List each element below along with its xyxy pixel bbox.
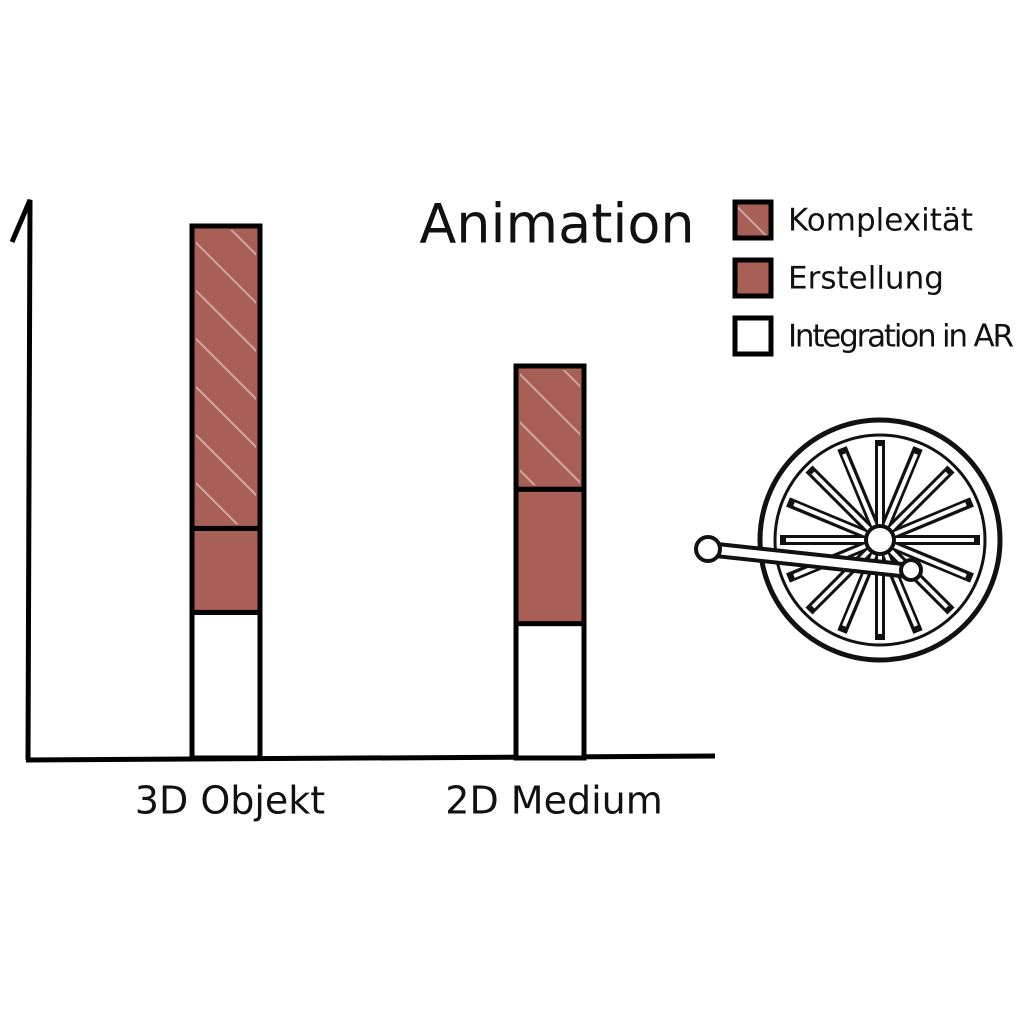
y-axis: [9, 199, 33, 761]
x-axis: [25, 753, 716, 763]
bar-segment: [189, 609, 263, 761]
x-tick-label: 2D Medium: [445, 779, 662, 823]
bar-segment: [513, 621, 587, 761]
bar-hatch: [196, 230, 256, 525]
axes: [9, 199, 716, 763]
bar-segment: [513, 486, 587, 627]
legend-hatch: [738, 205, 768, 235]
legend-label: Komplexität: [788, 203, 973, 239]
legend-swatch: [732, 315, 774, 357]
legend-label: Integration in AR: [788, 319, 1014, 355]
legend-label: Erstellung: [788, 261, 944, 297]
legend-swatch: [732, 257, 774, 299]
bar-segment: [189, 525, 263, 615]
bar-hatch: [520, 370, 580, 486]
chart-title: Animation: [419, 193, 694, 256]
wheel-illustration: [694, 417, 1003, 663]
x-tick-label: 3D Objekt: [135, 779, 325, 823]
